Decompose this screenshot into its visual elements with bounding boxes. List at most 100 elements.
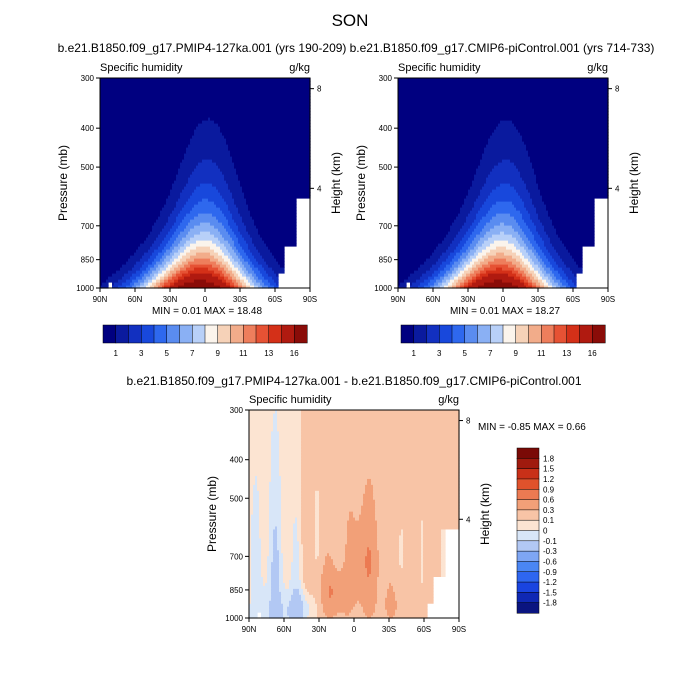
contour-cell — [144, 252, 153, 256]
contour-cell — [423, 561, 442, 566]
contour-cell — [319, 496, 364, 500]
contour-cell — [206, 279, 223, 283]
contour-cell — [289, 600, 304, 604]
contour-cell — [100, 264, 123, 268]
contour-cell — [528, 225, 537, 229]
contour-cell — [279, 436, 302, 441]
contour-cell — [516, 252, 523, 256]
contour-cell — [444, 276, 451, 280]
contour-cell — [226, 201, 235, 205]
contour-cell — [556, 231, 595, 235]
contour-cell — [276, 258, 285, 262]
contour-cell — [252, 273, 257, 277]
contour-cell — [478, 258, 485, 262]
contour-cell — [468, 192, 481, 196]
contour-cell — [224, 243, 231, 247]
contour-cell — [268, 246, 285, 250]
contour-cell — [462, 273, 467, 277]
contour-cell — [421, 552, 424, 557]
contour-cell — [299, 561, 304, 566]
contour-cell — [371, 549, 380, 554]
contour-cell — [100, 159, 183, 163]
contour-cell — [253, 487, 258, 491]
contour-cell — [562, 240, 595, 244]
contour-cell — [423, 543, 442, 548]
contour-cell — [293, 522, 298, 527]
contour-cell — [500, 231, 505, 235]
contour-cell — [436, 279, 443, 283]
contour-cell — [251, 534, 260, 539]
contour-cell — [452, 282, 457, 286]
contour-cell — [363, 606, 376, 610]
contour-cell — [377, 519, 422, 524]
contour-cell — [208, 198, 225, 202]
contour-cell — [349, 514, 354, 518]
contour-cell — [512, 225, 521, 229]
contour-cell — [514, 243, 521, 247]
contour-cell — [170, 228, 177, 232]
contour-cell — [560, 237, 595, 241]
contour-cell — [100, 117, 209, 121]
contour-cell — [536, 228, 545, 232]
contour-cell — [317, 612, 326, 616]
contour-cell — [188, 222, 201, 226]
contour-cell — [234, 258, 241, 262]
contour-cell — [476, 216, 483, 220]
contour-cell — [421, 522, 424, 527]
contour-cell — [363, 609, 376, 613]
contour-cell — [249, 549, 252, 554]
contour-cell — [283, 603, 290, 607]
contour-cell — [283, 576, 292, 580]
contour-cell — [319, 490, 366, 494]
contour-cell — [460, 261, 465, 265]
contour-cell — [474, 201, 485, 205]
contour-cell — [325, 561, 334, 566]
contour-cell — [188, 198, 203, 202]
contour-cell — [232, 156, 311, 160]
contour-cell — [249, 421, 274, 426]
contour-cell — [230, 225, 239, 229]
contour-cell — [248, 243, 255, 247]
contour-cell — [293, 543, 300, 548]
contour-cell — [234, 201, 247, 205]
contour-cell — [240, 270, 245, 274]
contour-cell — [345, 552, 368, 557]
contour-cell — [220, 285, 231, 289]
contour-cell — [500, 120, 513, 124]
contour-cell — [399, 537, 404, 542]
contour-cell — [249, 525, 252, 530]
contour-cell — [279, 570, 284, 575]
contour-cell — [287, 609, 304, 613]
contour-cell — [536, 177, 609, 181]
contour-cell — [428, 276, 435, 280]
contour-cell — [218, 189, 231, 193]
contour-cell — [100, 243, 141, 247]
contour-cell — [249, 606, 270, 610]
contour-cell — [337, 567, 342, 572]
contour-cell — [496, 126, 517, 130]
contour-cell — [242, 267, 247, 271]
contour-cell — [470, 273, 477, 277]
contour-cell — [518, 285, 527, 289]
contour-cell — [317, 609, 324, 613]
contour-cell — [259, 534, 270, 539]
contour-cell — [550, 261, 557, 265]
contour-cell — [512, 282, 525, 286]
contour-cell — [570, 285, 577, 289]
contour-cell — [277, 537, 282, 542]
contour-cell — [532, 258, 539, 262]
contour-cell — [398, 120, 501, 124]
contour-cell — [512, 261, 521, 265]
contour-cell — [398, 192, 469, 196]
contour-cell — [190, 174, 225, 178]
contour-cell — [249, 475, 256, 479]
contour-cell — [249, 615, 258, 619]
contour-cell — [367, 552, 372, 557]
contour-cell — [253, 505, 260, 509]
contour-cell — [534, 246, 541, 250]
contour-cell — [536, 207, 547, 211]
contour-cell — [371, 567, 380, 572]
colorbar-label: 13 — [562, 349, 571, 358]
contour-cell — [168, 276, 173, 280]
contour-cell — [478, 240, 485, 244]
